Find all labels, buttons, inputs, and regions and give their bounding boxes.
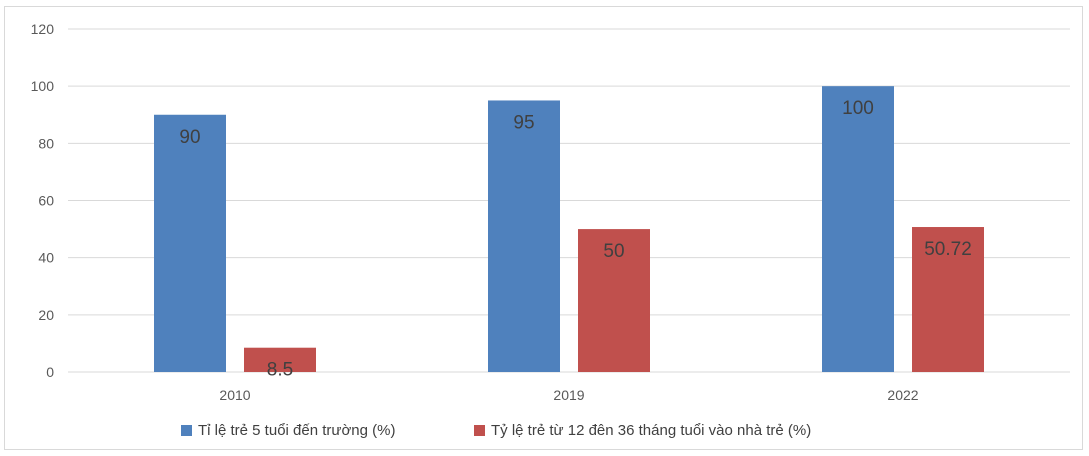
bar-blue-2010	[154, 114, 226, 372]
data-label: 95	[513, 112, 534, 133]
x-tick-label: 2022	[887, 387, 918, 403]
legend-swatch	[474, 425, 485, 436]
legend-label: Tỷ lệ trẻ từ 12 đên 36 tháng tuổi vào nh…	[491, 422, 811, 439]
y-tick-label: 120	[31, 21, 55, 37]
bars: 90 8.5 95 50 100 50.72	[154, 86, 984, 381]
data-label: 8.5	[267, 360, 293, 381]
y-tick-label: 60	[38, 193, 54, 209]
bar-red-2019	[578, 229, 650, 372]
data-label: 90	[179, 127, 200, 148]
data-label: 50.72	[924, 239, 972, 260]
x-axis: 2010 2019 2022	[219, 387, 918, 403]
x-tick-label: 2019	[553, 387, 584, 403]
gridlines	[68, 28, 1070, 373]
data-label: 100	[842, 98, 874, 119]
bar-red-2022	[912, 227, 984, 372]
x-tick-label: 2010	[219, 387, 250, 403]
bar-blue-2022	[822, 86, 894, 373]
bar-red-2010	[244, 347, 316, 372]
bar-blue-2019	[488, 100, 560, 372]
y-tick-label: 100	[31, 78, 55, 94]
data-label: 50	[603, 241, 624, 262]
y-tick-label: 20	[38, 307, 54, 323]
legend: Tỉ lệ trẻ 5 tuổi đến trường (%) Tỷ lệ trẻ…	[181, 422, 811, 439]
legend-label: Tỉ lệ trẻ 5 tuổi đến trường (%)	[198, 422, 395, 439]
y-axis: 0 20 40 60 80 100 120	[31, 21, 55, 380]
legend-swatch	[181, 425, 192, 436]
y-tick-label: 0	[46, 364, 54, 380]
y-tick-label: 40	[38, 250, 54, 266]
y-tick-label: 80	[38, 135, 54, 151]
